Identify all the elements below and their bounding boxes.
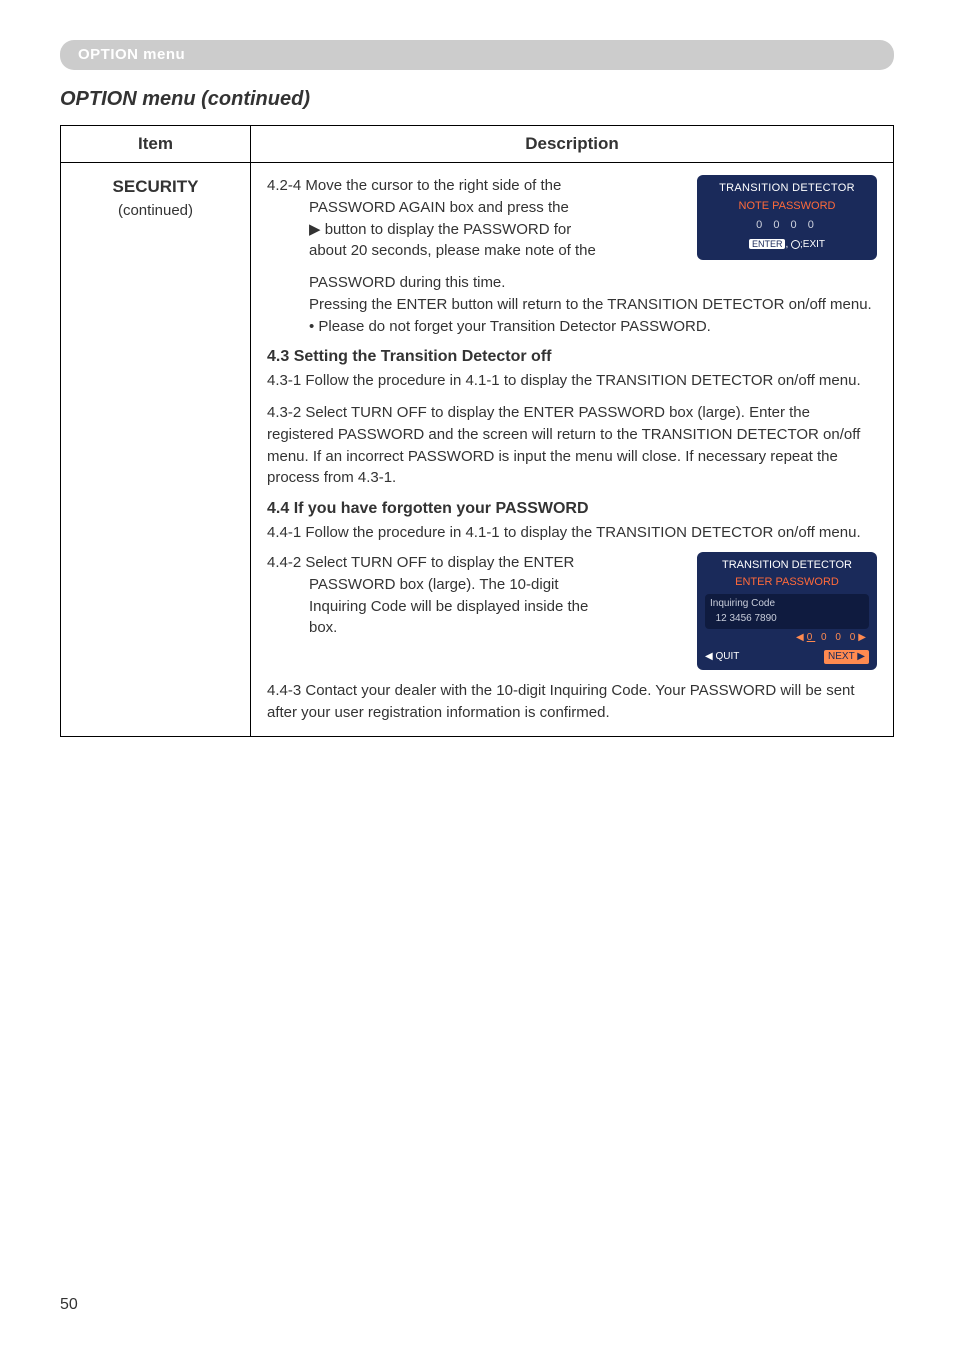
step-4-3-2: 4.3-2 Select TURN OFF to display the ENT… xyxy=(267,402,877,489)
badge2-first-digit: 0 xyxy=(807,632,816,643)
step-4-2-4-l5: PASSWORD during this time. xyxy=(267,272,877,294)
step-4-4-1-text: Follow the procedure in 4.1-1 to display… xyxy=(305,524,860,541)
step-4-4-3: 4.4-3 Contact your dealer with the 10-di… xyxy=(267,680,877,724)
security-title: SECURITY xyxy=(77,175,234,200)
step-4-2-4-row: 4.2-4 Move the cursor to the right side … xyxy=(267,175,877,262)
heading-4-3: 4.3 Setting the Transition Detector off xyxy=(267,345,877,368)
heading-4-4: 4.4 If you have forgotten your PASSWORD xyxy=(267,497,877,520)
transition-detector-note-badge: TRANSITION DETECTOR NOTE PASSWORD 0 0 0 … xyxy=(697,175,877,260)
step-4-2-4-l1: Move the cursor to the right side of the xyxy=(305,177,561,194)
badge2-inquiring-block: Inquiring Code 12 3456 7890 xyxy=(705,594,869,629)
caret-right-icon: ▶ xyxy=(858,632,869,643)
ring-icon xyxy=(791,240,800,249)
step-4-2-4-l3: ▶ button to display the PASSWORD for xyxy=(309,221,571,238)
badge1-line2: NOTE PASSWORD xyxy=(705,199,869,215)
section-title: OPTION menu (continued) xyxy=(60,88,894,111)
col-header-description: Description xyxy=(251,126,894,163)
step-num-4-4-1: 4.4-1 xyxy=(267,524,301,541)
step-4-3-2-text: Select TURN OFF to display the ENTER PAS… xyxy=(267,404,860,486)
step-4-4-3-text: Contact your dealer with the 10-digit In… xyxy=(267,682,855,721)
description-cell: 4.2-4 Move the cursor to the right side … xyxy=(251,163,894,737)
step-num-4-2-4: 4.2-4 xyxy=(267,177,301,194)
step-4-4-2-text: 4.4-2 Select TURN OFF to display the ENT… xyxy=(267,552,685,639)
step-4-2-4-bullet: • Please do not forget your Transition D… xyxy=(267,316,877,338)
badge2-next: NEXT ▶ xyxy=(824,650,869,665)
step-4-4-2-row: 4.4-2 Select TURN OFF to display the ENT… xyxy=(267,552,877,670)
header-bar: OPTION menu xyxy=(60,40,894,70)
step-num-4-4-2: 4.4-2 xyxy=(267,554,301,571)
page-number: 50 xyxy=(60,1296,78,1314)
step-num-4-3-2: 4.3-2 xyxy=(267,404,301,421)
step-4-3-1-text: Follow the procedure in 4.1-1 to display… xyxy=(305,372,860,389)
badge2-rest-digits: 0 0 0 xyxy=(815,632,858,643)
step-num-4-3-1: 4.3-1 xyxy=(267,372,301,389)
badge2-quit: ◀ QUIT xyxy=(705,650,739,665)
step-4-4-2-l1: Select TURN OFF to display the ENTER xyxy=(305,554,574,571)
step-4-2-4-l6: Pressing the ENTER button will return to… xyxy=(267,294,877,316)
step-4-2-4-text: 4.2-4 Move the cursor to the right side … xyxy=(267,175,685,262)
badge2-line2: ENTER PASSWORD xyxy=(705,575,869,591)
badge1-line1: TRANSITION DETECTOR xyxy=(705,181,869,197)
option-table: Item Description SECURITY (continued) 4.… xyxy=(60,125,894,737)
header-menu-label: OPTION menu xyxy=(78,46,185,63)
badge2-inq-label: Inquiring Code xyxy=(710,597,864,612)
security-subtitle: (continued) xyxy=(77,200,234,222)
badge1-digits: 0 0 0 0 xyxy=(705,218,869,234)
badge2-bottom-row: ◀ QUIT NEXT ▶ xyxy=(705,650,869,665)
badge2-line1: TRANSITION DETECTOR xyxy=(705,558,869,574)
badge1-exit: ;EXIT xyxy=(800,239,825,250)
caret-left-icon: ◀ xyxy=(796,632,807,643)
step-4-4-2-l2: PASSWORD box (large). The 10-digit xyxy=(309,576,559,593)
transition-detector-enter-badge: TRANSITION DETECTOR ENTER PASSWORD Inqui… xyxy=(697,552,877,670)
item-cell-security: SECURITY (continued) xyxy=(61,163,251,737)
badge2-digits: ◀0 0 0 0▶ xyxy=(705,631,869,646)
step-4-3-1: 4.3-1 Follow the procedure in 4.1-1 to d… xyxy=(267,370,877,392)
badge2-inq-code: 12 3456 7890 xyxy=(710,612,864,627)
step-4-4-1: 4.4-1 Follow the procedure in 4.1-1 to d… xyxy=(267,522,877,544)
step-4-2-4-l4: about 20 seconds, please make note of th… xyxy=(309,242,596,259)
step-4-2-4-l2: PASSWORD AGAIN box and press the xyxy=(309,199,569,216)
badge1-line3: ENTER, ;EXIT xyxy=(705,238,869,253)
step-num-4-4-3: 4.4-3 xyxy=(267,682,301,699)
badge1-enter: ENTER xyxy=(749,239,786,249)
step-4-4-2-l3: Inquiring Code will be displayed inside … xyxy=(309,598,588,615)
col-header-item: Item xyxy=(61,126,251,163)
step-4-4-2-l4: box. xyxy=(309,619,337,636)
